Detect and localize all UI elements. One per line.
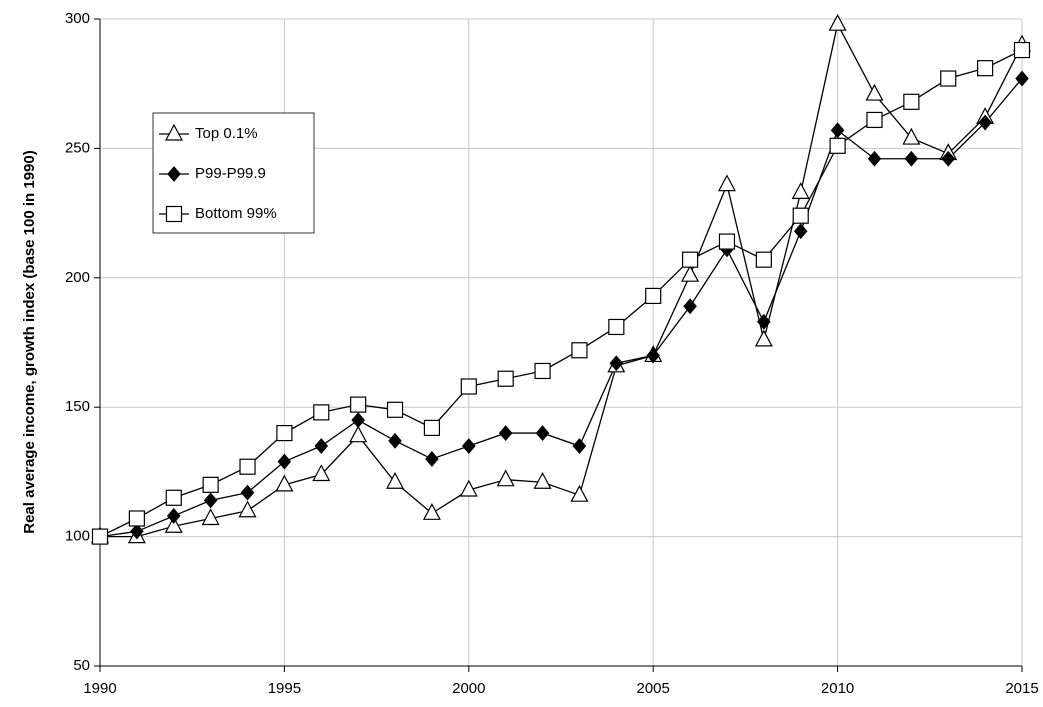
marker <box>91 528 109 545</box>
marker <box>460 378 477 395</box>
marker <box>422 503 441 520</box>
x-tick-label: 2015 <box>1005 680 1038 697</box>
marker <box>1015 70 1029 87</box>
marker <box>608 318 625 336</box>
marker <box>571 342 588 359</box>
marker <box>388 432 402 449</box>
marker <box>166 507 181 524</box>
x-tick-label: 1995 <box>268 680 301 697</box>
marker <box>498 425 513 442</box>
marker <box>203 492 218 509</box>
series-line <box>100 22 1023 538</box>
marker <box>645 287 662 305</box>
marker <box>646 347 660 364</box>
y-tick-label: 250 <box>65 139 90 156</box>
marker <box>940 70 957 87</box>
marker <box>130 523 144 540</box>
marker <box>941 150 956 167</box>
marker <box>904 150 919 167</box>
x-tick-label: 1990 <box>83 680 116 697</box>
marker <box>828 13 847 31</box>
y-tick-label: 300 <box>65 10 90 27</box>
marker <box>681 264 700 282</box>
x-tick-label: 2010 <box>821 680 854 697</box>
y-axis-label: Real average income, growth index (base … <box>21 150 38 534</box>
marker <box>534 362 551 380</box>
marker <box>459 479 478 497</box>
marker <box>609 355 624 372</box>
marker <box>462 438 476 454</box>
marker <box>386 401 404 418</box>
marker <box>312 464 331 482</box>
marker <box>349 425 368 443</box>
marker <box>314 438 329 454</box>
marker <box>829 137 846 154</box>
marker <box>201 508 220 526</box>
legend-label: Top 0.1% <box>195 125 258 142</box>
marker <box>128 510 145 527</box>
series-line <box>99 78 1023 538</box>
marker <box>867 150 882 167</box>
y-tick-label: 100 <box>65 528 90 545</box>
marker <box>757 313 771 330</box>
marker <box>496 469 515 487</box>
marker <box>240 484 255 501</box>
legend-label: Bottom 99% <box>195 205 277 222</box>
marker <box>866 111 883 129</box>
marker <box>791 182 810 199</box>
marker <box>535 425 550 442</box>
marker <box>903 93 920 110</box>
marker <box>717 174 736 192</box>
marker <box>165 123 183 141</box>
y-tick-label: 50 <box>73 657 90 674</box>
marker <box>570 484 589 502</box>
marker <box>238 500 257 518</box>
marker <box>165 489 182 506</box>
legend-label: P99-P99.9 <box>195 165 266 182</box>
marker <box>978 114 992 131</box>
marker <box>830 122 845 139</box>
marker <box>792 207 809 224</box>
marker <box>572 438 587 454</box>
marker <box>164 515 183 533</box>
marker <box>350 396 367 413</box>
marker <box>276 424 293 442</box>
marker <box>754 329 773 347</box>
marker <box>865 83 884 101</box>
legend: Top 0.1% P99-P99.9 Bottom 99% <box>152 112 315 234</box>
marker <box>681 251 699 268</box>
marker <box>386 471 405 489</box>
marker <box>902 127 921 145</box>
marker <box>423 419 441 437</box>
marker <box>683 298 697 315</box>
x-tick-label: 2000 <box>452 680 485 697</box>
marker <box>202 476 219 493</box>
marker <box>277 453 292 470</box>
y-tick-label: 150 <box>65 398 90 415</box>
x-tick-label: 2005 <box>637 680 670 697</box>
marker <box>718 233 736 250</box>
marker <box>793 223 808 240</box>
marker <box>165 205 183 223</box>
marker <box>351 412 365 429</box>
marker <box>533 471 552 489</box>
y-tick-label: 200 <box>65 269 90 286</box>
marker <box>977 60 994 77</box>
marker <box>275 474 294 492</box>
marker <box>1013 41 1031 59</box>
marker <box>313 404 330 421</box>
marker <box>755 251 772 268</box>
marker <box>239 458 256 475</box>
marker <box>425 451 439 467</box>
marker <box>167 166 181 182</box>
marker <box>497 370 514 387</box>
